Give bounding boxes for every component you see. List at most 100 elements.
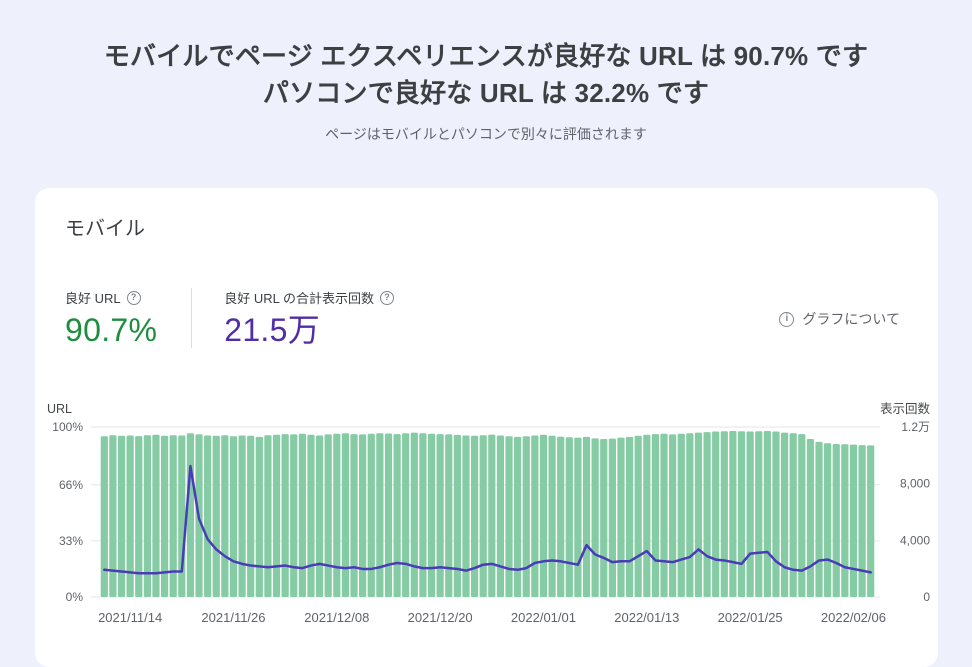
impressions-bar[interactable] <box>281 434 289 597</box>
impressions-bar[interactable] <box>178 435 186 598</box>
impressions-bar[interactable] <box>625 436 634 597</box>
impressions-bar[interactable] <box>324 434 332 597</box>
impressions-bar[interactable] <box>746 431 754 597</box>
impressions-bar[interactable] <box>462 435 470 598</box>
impressions-bar[interactable] <box>470 435 479 597</box>
impressions-bar[interactable] <box>617 437 625 598</box>
impressions-bar[interactable] <box>600 439 608 597</box>
right-axis-title: 表示回数 <box>880 401 931 416</box>
impressions-bar[interactable] <box>755 431 763 597</box>
impressions-bar[interactable] <box>445 434 453 597</box>
impressions-bar[interactable] <box>410 432 418 597</box>
impressions-bar[interactable] <box>841 444 849 597</box>
impressions-bar[interactable] <box>720 431 728 597</box>
impressions-bar[interactable] <box>117 435 126 597</box>
about-graph-link[interactable]: i グラフについて <box>779 309 900 329</box>
impressions-bar[interactable] <box>160 435 169 597</box>
impressions-bar[interactable] <box>686 433 694 597</box>
impressions-bar[interactable] <box>505 436 513 597</box>
impressions-bar[interactable] <box>832 444 840 597</box>
help-icon[interactable]: ? <box>126 290 141 305</box>
impressions-bar[interactable] <box>557 436 565 597</box>
x-tick-label: 2021/11/26 <box>201 610 265 625</box>
impressions-bar[interactable] <box>772 431 780 597</box>
impressions-bar[interactable] <box>221 435 229 597</box>
impressions-bar[interactable] <box>565 437 573 597</box>
impressions-bar[interactable] <box>376 433 384 597</box>
impressions-bar[interactable] <box>186 433 195 597</box>
impressions-bar[interactable] <box>712 431 720 597</box>
impressions-bar[interactable] <box>798 434 806 597</box>
impressions-bar[interactable] <box>126 435 134 598</box>
impressions-bar[interactable] <box>514 436 522 597</box>
impressions-bar[interactable] <box>152 434 160 597</box>
impressions-bar[interactable] <box>634 435 642 597</box>
impressions-bar[interactable] <box>384 433 393 597</box>
impressions-bar[interactable] <box>789 433 797 597</box>
impressions-bar[interactable] <box>212 435 220 597</box>
impressions-bar[interactable] <box>169 435 177 597</box>
impressions-bar[interactable] <box>453 434 461 597</box>
impressions-bar[interactable] <box>341 433 350 597</box>
impressions-bar[interactable] <box>780 432 789 597</box>
impressions-bar[interactable] <box>729 430 737 597</box>
help-icon[interactable]: ? <box>379 290 394 305</box>
impressions-bar[interactable] <box>290 434 298 597</box>
impressions-bar[interactable] <box>479 435 487 597</box>
good-url-metric[interactable]: 良好 URL ? 90.7% <box>65 288 157 350</box>
impressions-bar[interactable] <box>402 433 410 597</box>
headline-line1: モバイルでページ エクスペリエンスが良好な URL は 90.7% です <box>103 41 869 71</box>
impressions-bar[interactable] <box>763 430 771 597</box>
impressions-bar[interactable] <box>591 438 599 597</box>
impressions-bar[interactable] <box>806 439 815 597</box>
impressions-bar[interactable] <box>272 434 281 597</box>
impressions-bar[interactable] <box>135 436 143 597</box>
impressions-bar[interactable] <box>531 435 539 598</box>
impressions-bar[interactable] <box>143 435 151 597</box>
impressions-bar[interactable] <box>849 444 858 597</box>
impressions-bar[interactable] <box>307 434 315 597</box>
impressions-bar[interactable] <box>264 435 272 597</box>
impressions-bar[interactable] <box>660 433 668 597</box>
impressions-bar[interactable] <box>393 434 401 597</box>
impressions-bar[interactable] <box>858 445 866 597</box>
impressions-bar[interactable] <box>574 437 582 598</box>
impressions-bar[interactable] <box>367 433 375 597</box>
impressions-bar[interactable] <box>824 443 832 597</box>
impressions-bar[interactable] <box>427 433 436 597</box>
impressions-bar[interactable] <box>548 435 556 597</box>
impressions-bar[interactable] <box>694 432 703 597</box>
impressions-bar[interactable] <box>539 434 548 597</box>
impressions-bar[interactable] <box>669 434 677 597</box>
impressions-bar[interactable] <box>229 436 238 597</box>
impressions-bar[interactable] <box>677 433 685 597</box>
impressions-bar[interactable] <box>582 436 591 597</box>
good-url-label: 良好 URL <box>65 291 121 306</box>
impressions-bar[interactable] <box>608 438 616 597</box>
impressions-bar[interactable] <box>315 435 324 598</box>
impressions-bar[interactable] <box>255 436 263 597</box>
impressions-bar[interactable] <box>488 434 496 597</box>
impressions-bar[interactable] <box>815 441 823 598</box>
impressions-bar[interactable] <box>419 433 427 597</box>
impressions-bar[interactable] <box>359 434 367 597</box>
impressions-bar[interactable] <box>100 436 108 597</box>
mobile-panel: モバイル 良好 URL ? 90.7% 良好 URL の合計表示回数 ? 21.… <box>35 188 938 667</box>
impressions-bar[interactable] <box>350 434 358 597</box>
impressions-metric[interactable]: 良好 URL の合計表示回数 ? 21.5万 <box>224 288 394 350</box>
impressions-bar[interactable] <box>238 435 246 598</box>
impressions-bar[interactable] <box>204 435 212 598</box>
impressions-bar[interactable] <box>651 434 660 597</box>
impressions-bar[interactable] <box>867 445 875 597</box>
impressions-bar[interactable] <box>298 433 306 597</box>
impressions-bar[interactable] <box>703 432 711 597</box>
impressions-bar[interactable] <box>643 434 651 597</box>
impressions-bar[interactable] <box>333 433 341 597</box>
impressions-bar[interactable] <box>737 431 746 597</box>
x-tick-label: 2021/12/20 <box>408 610 473 625</box>
impressions-bar[interactable] <box>436 434 444 597</box>
impressions-bar[interactable] <box>496 435 505 598</box>
impressions-bar[interactable] <box>109 435 117 597</box>
impressions-bar[interactable] <box>247 435 255 597</box>
impressions-bar[interactable] <box>522 436 530 597</box>
